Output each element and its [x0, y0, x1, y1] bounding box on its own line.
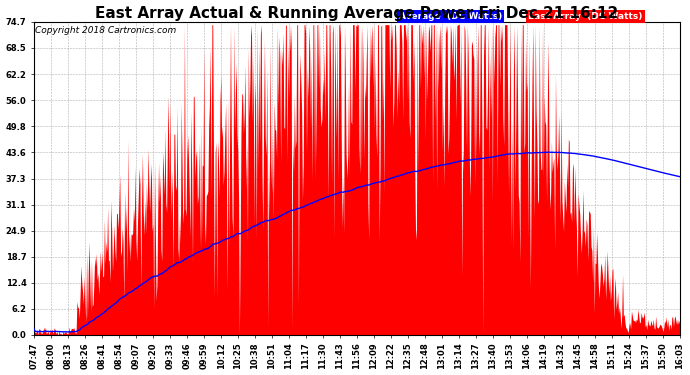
- Text: Average  (DC Watts): Average (DC Watts): [399, 12, 502, 21]
- Text: Copyright 2018 Cartronics.com: Copyright 2018 Cartronics.com: [35, 26, 177, 35]
- Text: East Array  (DC Watts): East Array (DC Watts): [528, 12, 642, 21]
- Title: East Array Actual & Running Average Power Fri Dec 21 16:12: East Array Actual & Running Average Powe…: [95, 6, 619, 21]
